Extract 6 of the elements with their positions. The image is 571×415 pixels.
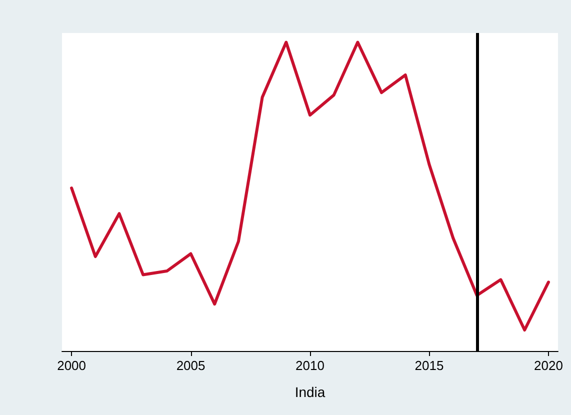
- x-tick-label: 2005: [176, 358, 206, 373]
- x-tick-label: 2015: [414, 358, 444, 373]
- x-axis-title: India: [294, 384, 326, 400]
- x-tick-label: 2010: [296, 358, 324, 373]
- x-tick-label: 2000: [57, 358, 86, 373]
- x-tick-label: 2020: [534, 358, 563, 373]
